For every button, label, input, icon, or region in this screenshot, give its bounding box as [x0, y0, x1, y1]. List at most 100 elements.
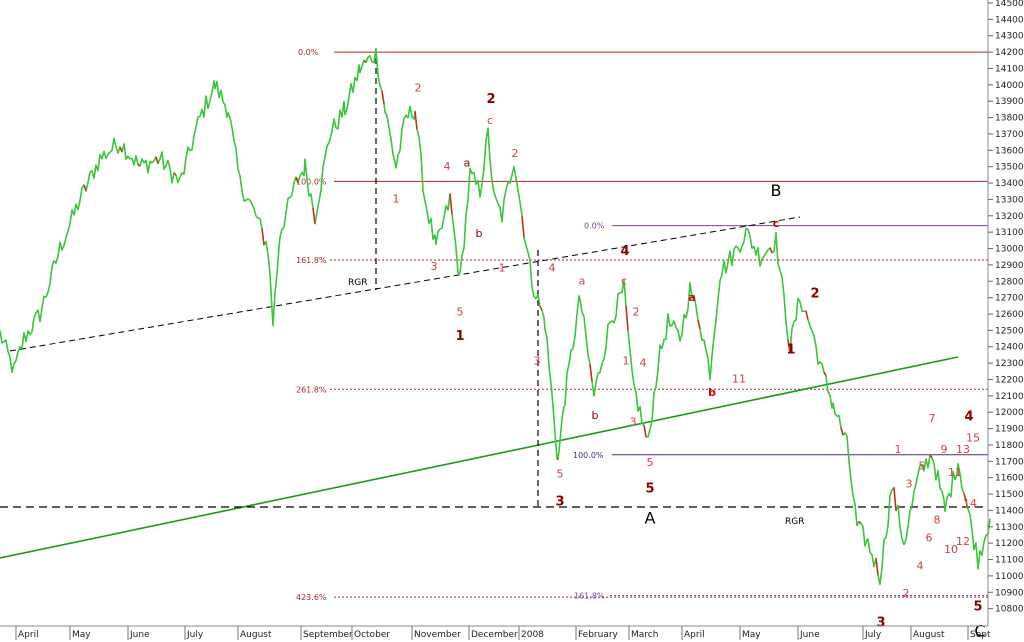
fib-level-label: 161.8%	[574, 592, 605, 601]
green-trendline	[0, 356, 959, 559]
wave-label: a	[579, 275, 586, 288]
price-series	[0, 47, 991, 586]
down-segment	[155, 156, 159, 164]
fib-level-label: 423.6%	[296, 593, 327, 602]
rgr-label: RGR	[785, 517, 804, 527]
down-segment	[858, 521, 862, 525]
wave-label: 5	[919, 460, 926, 473]
down-segment	[539, 306, 543, 311]
down-segment	[137, 164, 141, 167]
rgr-label: RGR	[348, 278, 367, 288]
down-segment	[787, 340, 791, 353]
wave-label: a	[688, 291, 695, 304]
y-tick-label: 13800	[995, 114, 1024, 124]
down-segment	[589, 364, 593, 382]
y-tick-label: 11000	[995, 572, 1024, 582]
y-tick-label: 11900	[995, 425, 1024, 435]
down-segment	[697, 320, 701, 330]
x-tick-label: 2008	[521, 630, 544, 640]
wave-label: 12	[956, 535, 970, 548]
down-segment	[963, 493, 967, 502]
wave-label: 6	[926, 532, 933, 545]
wave-label: b	[592, 409, 599, 422]
wave-label: 2	[633, 306, 640, 319]
wave-label: 9	[941, 443, 948, 456]
down-segment	[875, 558, 879, 575]
y-tick-label: 11500	[995, 490, 1024, 500]
y-tick-label: 11200	[995, 539, 1024, 549]
y-tick-label: 12600	[995, 310, 1024, 320]
y-tick-label: 12500	[995, 326, 1024, 336]
y-tick-label: 13400	[995, 179, 1024, 189]
down-segment	[840, 427, 844, 436]
fib-level-label: 0.0%	[584, 222, 605, 231]
down-segment	[119, 146, 123, 153]
wave-label: A	[645, 509, 656, 528]
y-tick-label: 12800	[995, 277, 1024, 287]
wave-label: 3	[630, 415, 637, 428]
down-segment	[381, 90, 385, 105]
y-tick-label: 10900	[995, 588, 1024, 598]
down-segment	[312, 208, 316, 224]
down-segment	[643, 425, 647, 437]
wave-label: 4	[964, 409, 973, 424]
y-tick-label: 12200	[995, 375, 1024, 385]
down-segment	[521, 215, 525, 238]
wave-label: 3	[534, 355, 541, 368]
y-tick-label: 12300	[995, 359, 1024, 369]
wave-label: 2	[512, 147, 519, 160]
wave-label: 11	[732, 373, 746, 386]
y-tick-label: 11700	[995, 457, 1024, 467]
down-segment	[449, 193, 453, 214]
x-tick-label: July	[186, 630, 204, 640]
wave-label: 1	[623, 355, 630, 368]
y-tick-label: 14500	[995, 0, 1024, 9]
wave-label: 1	[455, 329, 464, 344]
wave-label: 3	[555, 495, 564, 510]
y-tick-label: 13500	[995, 163, 1024, 173]
wave-label: 5	[645, 481, 654, 496]
wave-label: c	[621, 275, 627, 288]
down-segment	[295, 176, 299, 184]
x-tick-label: April	[18, 630, 39, 640]
fib-level-label: 100.0%	[296, 177, 327, 186]
down-segment	[83, 184, 87, 192]
wave-label: 5	[457, 306, 464, 319]
wave-label: 5	[557, 468, 564, 481]
down-segment	[805, 310, 809, 320]
wave-label: 5	[647, 456, 654, 469]
upper-trendline	[9, 216, 801, 352]
y-tick-label: 14400	[995, 15, 1024, 25]
wave-label: 2	[903, 587, 910, 600]
y-tick-label: 12400	[995, 343, 1024, 353]
y-tick-label: 11300	[995, 523, 1024, 533]
wave-label: 4	[444, 160, 451, 173]
x-tick-label: Sept	[970, 630, 991, 640]
x-tick-label: May	[72, 630, 91, 640]
x-tick-label: September	[303, 630, 353, 640]
x-tick-label: April	[684, 630, 705, 640]
wave-label: 3	[906, 478, 913, 491]
x-tick-label: October	[354, 630, 390, 640]
wave-label: 2	[810, 287, 819, 302]
wave-label: 4	[640, 356, 647, 369]
y-tick-label: 11600	[995, 474, 1024, 484]
wave-label: 3	[876, 616, 885, 631]
wave-label: 2	[415, 81, 422, 94]
wave-label: 1	[895, 443, 902, 456]
y-tick-label: 14300	[995, 32, 1024, 42]
y-tick-label: 13700	[995, 130, 1024, 140]
y-tick-label: 10800	[995, 605, 1024, 615]
down-segment	[261, 228, 265, 245]
wave-label: 14	[963, 497, 977, 510]
y-tick-label: 13100	[995, 228, 1024, 238]
y-tick-label: 13000	[995, 245, 1024, 255]
trendlines: RGR RGR	[0, 48, 988, 559]
fibonacci-levels: 0.0%100.0%161.8%261.8%423.6%0.0%100.0%16…	[296, 48, 988, 602]
y-tick-label: 13300	[995, 195, 1024, 205]
wave-label: C	[974, 621, 985, 640]
fib-level-label: 0.0%	[298, 48, 319, 57]
